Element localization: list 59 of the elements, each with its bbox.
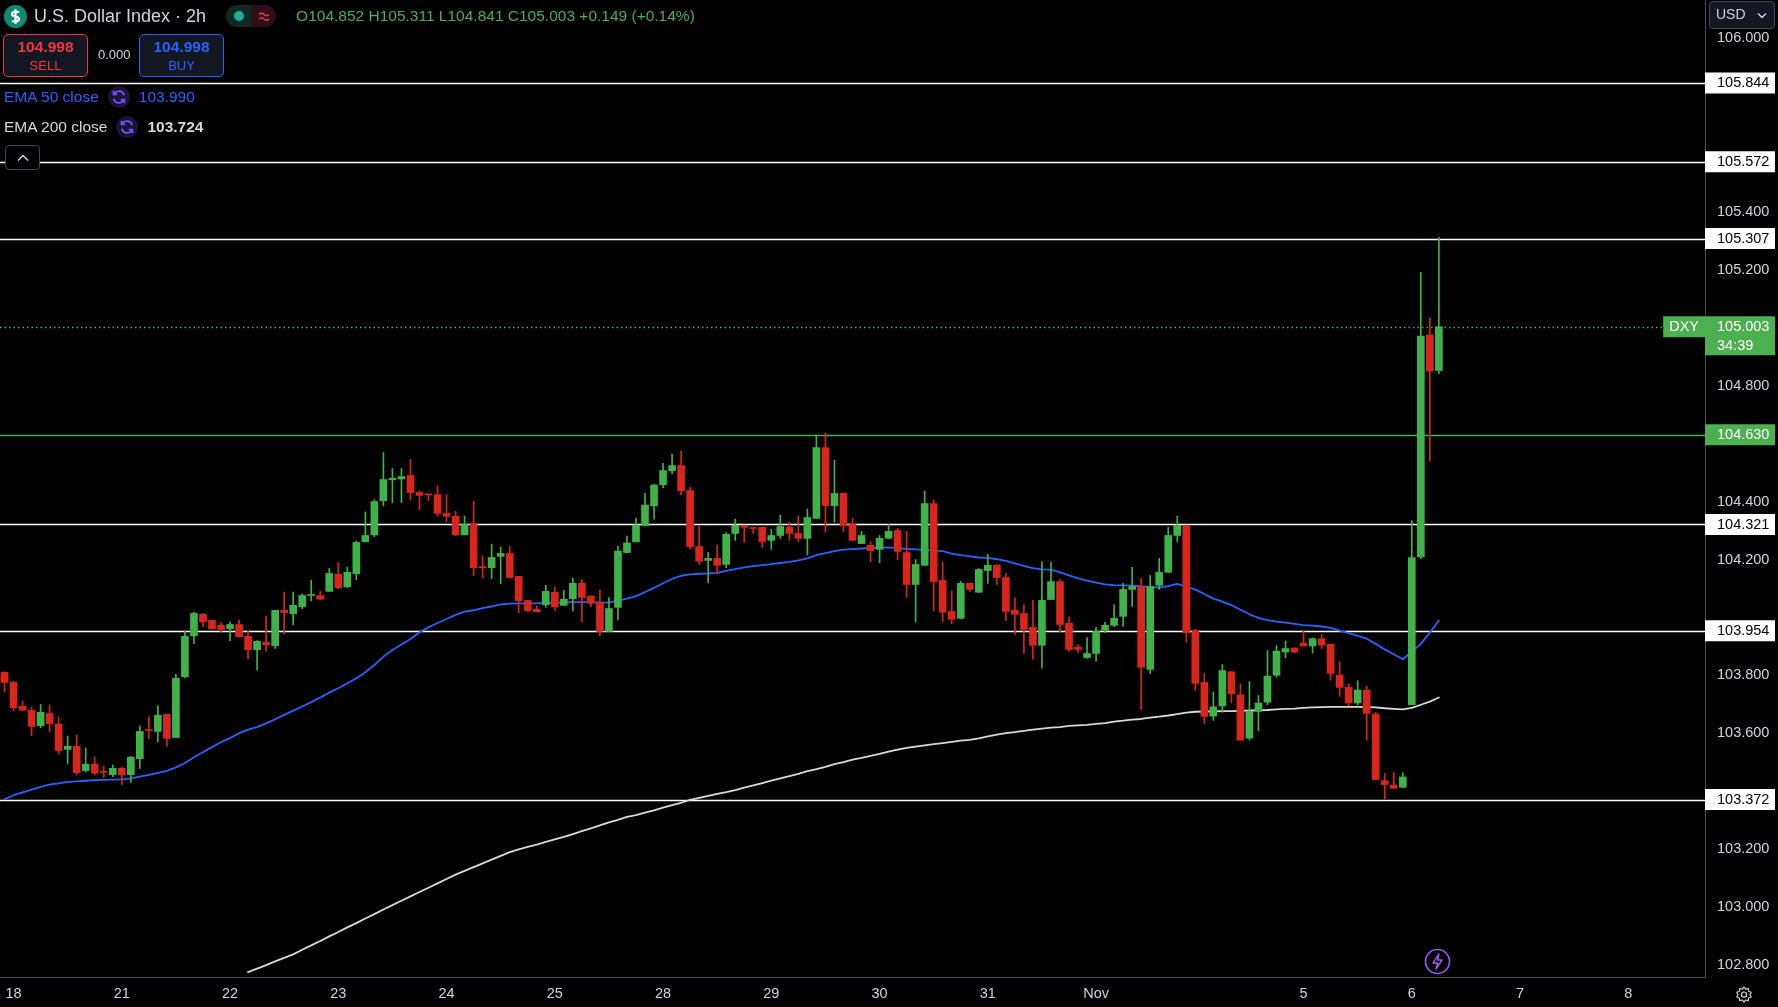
annotation: 103.990 [138,88,195,106]
annotation: BUY [168,58,195,73]
x-tick-label: Nov [1083,984,1110,1001]
text: EMA 50 close [4,88,99,106]
y-tick-label: 103.800 [1717,666,1770,683]
candlestick [262,615,270,652]
x-tick-label: 5 [1299,984,1308,1001]
collapse-button[interactable] [5,145,40,170]
chart-title: U.S. Dollar Index · 2h [34,5,207,27]
x-tick-label: 21 [113,984,130,1001]
x-tick-label: 6 [1407,984,1416,1001]
y-tick-label: 105.400 [1717,202,1770,219]
y-tick-label: 104.200 [1717,550,1770,567]
x-tick-label: 25 [546,984,563,1001]
annotation: DXY [1669,318,1700,335]
ref-line-label: 105.307 [1717,230,1770,247]
chart-subtitle: O104.852 H105.311 L104.841 C105.003 +0.149 (+0.14%) [296,7,695,25]
ref-line-label: 104.321 [1717,515,1770,532]
y-tick-label: 103.200 [1717,840,1770,857]
x-tick-label: 22 [221,984,239,1001]
ref-line-label: 104.630 [1717,426,1770,443]
candlestick [704,551,712,584]
trade-button[interactable] [3,34,88,77]
ref-line-label: 105.572 [1717,153,1770,170]
y-tick-label: 102.800 [1717,956,1770,973]
ref-line-label: 103.954 [1717,622,1770,639]
x-tick-label: 8 [1624,984,1633,1001]
x-tick-label: 24 [438,984,455,1001]
candlestick [280,591,288,635]
ref-line-label: 105.844 [1717,74,1770,91]
x-tick-label: 29 [763,984,780,1001]
candlestick [1389,772,1398,789]
annotation: 104.998 [153,38,210,55]
candlestick [496,546,505,585]
x-tick-label: 28 [654,984,672,1001]
text: USD [1716,6,1746,22]
x-tick-label: 18 [5,984,22,1001]
candlestick [1426,317,1434,462]
y-tick-label: 103.000 [1717,898,1770,915]
y-tick-label: 103.600 [1717,724,1770,741]
annotation: 104.998 [17,38,74,55]
candlestick [145,716,153,740]
ref-line-label: 105.003 [1717,318,1770,335]
y-tick-label: 104.800 [1717,376,1770,393]
trade-button[interactable] [139,34,224,77]
y-tick-label: 106.000 [1717,28,1770,45]
text: EMA 200 close [4,118,108,136]
annotation: SELL [29,58,62,73]
annotation: 0.000 [98,47,131,62]
y-tick-label: 105.200 [1717,260,1770,277]
x-tick-label: 30 [871,984,888,1001]
y-tick-label: 104.400 [1717,492,1770,509]
ref-line-label: 103.372 [1717,791,1770,808]
x-tick-label: 7 [1516,984,1525,1001]
text: 34:39 [1717,336,1754,353]
annotation: 103.724 [147,118,204,136]
x-tick-label: 31 [979,984,996,1001]
x-tick-label: 23 [330,984,347,1001]
candlestick [1380,773,1389,800]
